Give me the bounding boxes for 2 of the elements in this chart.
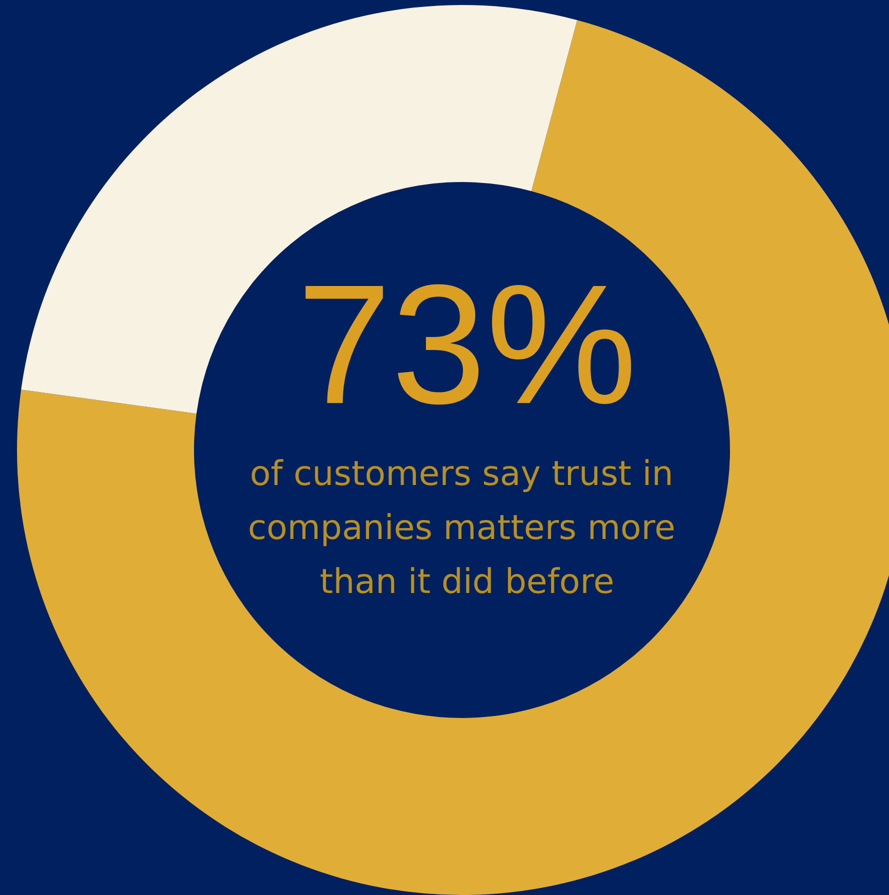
text: of customers say trust in companies matters more than it did before	[248, 454, 686, 602]
text: 73%	[296, 250, 638, 440]
